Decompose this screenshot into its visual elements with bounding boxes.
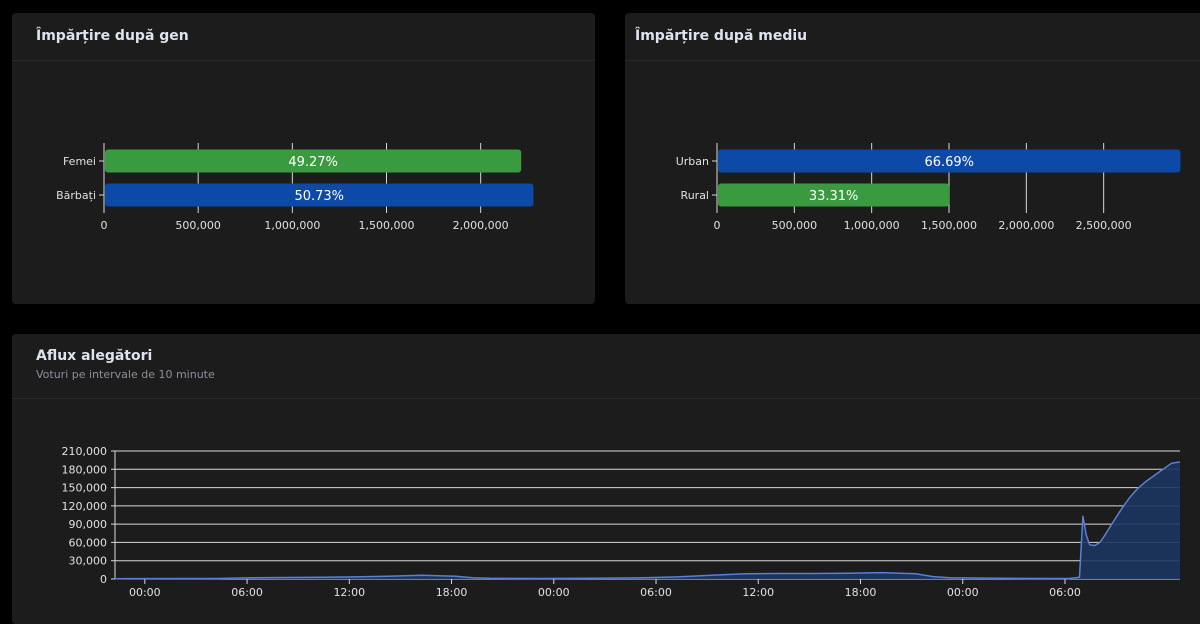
x-tick-label: 06:00 [640, 586, 672, 599]
bar-data-label: 33.31% [809, 189, 859, 204]
y-tick-label: 180,000 [62, 463, 108, 476]
x-tick-label: 500,000 [175, 219, 221, 232]
x-tick-label: 0 [101, 219, 108, 232]
category-label: Urban [676, 155, 709, 168]
environment-card: Împărțire după mediu 0 500,000 1,000,000 1,… [625, 13, 1200, 304]
category-label: Femei [63, 155, 96, 168]
gender-card: Împărțire după gen 0 500,000 1,000,000 1,50… [12, 13, 595, 304]
x-tick-label: 1,000,000 [844, 219, 900, 232]
y-tick-label: 210,000 [62, 445, 108, 458]
x-tick-label: 500,000 [772, 219, 818, 232]
x-tick-label: 2,000,000 [998, 219, 1054, 232]
environment-card-header: Împărțire după mediu [625, 13, 1200, 61]
bar-data-label: 49.27% [288, 155, 338, 170]
x-tick-label: 12:00 [742, 586, 774, 599]
environment-chart: 0 500,000 1,000,000 1,500,000 2,000,000 2,500… [676, 143, 1181, 232]
bar-rural[interactable] [718, 183, 950, 207]
turnout-card-header: Aflux alegători Voturi pe intervale de 1… [12, 334, 1200, 399]
series-area [115, 462, 1180, 579]
bar-femei[interactable] [105, 149, 522, 173]
x-tick-label: 06:00 [231, 586, 263, 599]
gender-card-header: Împărțire după gen [12, 13, 595, 61]
turnout-chart: 0 30,000 60,000 90,000 120,000 150,000 180,000… [62, 445, 1181, 599]
turnout-card-title: Aflux alegători [36, 348, 153, 364]
y-tick-label: 30,000 [69, 555, 108, 568]
x-tick-label: 12:00 [333, 586, 365, 599]
y-tick-label: 90,000 [69, 518, 108, 531]
y-tick-label: 60,000 [69, 536, 108, 549]
gender-card-title: Împărțire după gen [36, 28, 189, 44]
category-label: Rural [681, 189, 709, 202]
series-line[interactable] [114, 461, 1181, 580]
y-tick-label: 150,000 [62, 482, 108, 495]
x-tick-label: 2,500,000 [1076, 219, 1132, 232]
bar-urban[interactable] [718, 149, 1181, 173]
turnout-card-subtitle: Voturi pe intervale de 10 minute [36, 368, 215, 381]
x-tick-label: 1,500,000 [921, 219, 977, 232]
x-tick-label: 2,000,000 [453, 219, 509, 232]
y-tick-label: 0 [100, 573, 107, 586]
x-tick-label: 00:00 [538, 586, 570, 599]
x-tick-label: 00:00 [129, 586, 161, 599]
bar-brbai[interactable] [105, 183, 534, 207]
x-tick-label: 00:00 [947, 586, 979, 599]
bar-data-label: 50.73% [294, 189, 344, 204]
y-tick-label: 120,000 [62, 500, 108, 513]
environment-card-title: Împărțire după mediu [635, 28, 808, 44]
gender-chart: 0 500,000 1,000,000 1,500,000 2,000,000 Femei… [56, 143, 534, 232]
x-tick-label: 0 [714, 219, 721, 232]
category-label: Bărbați [56, 189, 96, 202]
x-tick-label: 18:00 [845, 586, 877, 599]
x-tick-label: 06:00 [1049, 586, 1081, 599]
x-tick-label: 1,500,000 [359, 219, 415, 232]
x-tick-label: 18:00 [436, 586, 468, 599]
turnout-card: Aflux alegători Voturi pe intervale de 1… [12, 334, 1200, 624]
bar-data-label: 66.69% [924, 155, 974, 170]
x-tick-label: 1,000,000 [264, 219, 320, 232]
